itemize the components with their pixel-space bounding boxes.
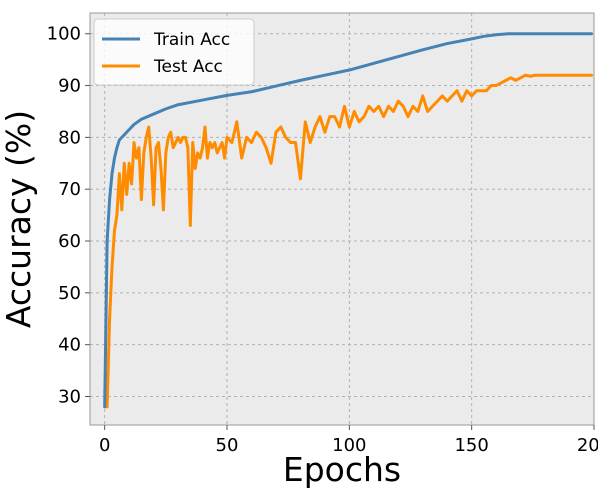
y-tick-label: 50 xyxy=(58,283,81,304)
y-axis-label: Accuracy (%) xyxy=(0,110,38,328)
plot-frame xyxy=(89,12,595,426)
y-tick-label: 40 xyxy=(58,335,81,356)
y-tick-label: 70 xyxy=(58,179,81,200)
legend-label: Test Acc xyxy=(153,57,223,77)
legend-box xyxy=(93,18,255,86)
y-tick-label: 30 xyxy=(58,386,81,407)
x-axis-label: Epochs xyxy=(283,450,401,489)
series-line-test-acc xyxy=(103,73,594,409)
x-tick-label: 100 xyxy=(332,435,366,456)
y-tick-label: 90 xyxy=(58,76,81,97)
y-tick-label: 80 xyxy=(58,127,81,148)
y-tick-label: 60 xyxy=(58,231,81,252)
legend-label: Train Acc xyxy=(153,30,230,50)
y-tick-label: 100 xyxy=(47,24,81,45)
series-line-train-acc xyxy=(103,32,594,409)
x-tick-label: 200 xyxy=(577,435,598,456)
x-tick-label: 0 xyxy=(99,435,110,456)
x-tick-label: 50 xyxy=(216,435,239,456)
x-tick-label: 150 xyxy=(454,435,488,456)
